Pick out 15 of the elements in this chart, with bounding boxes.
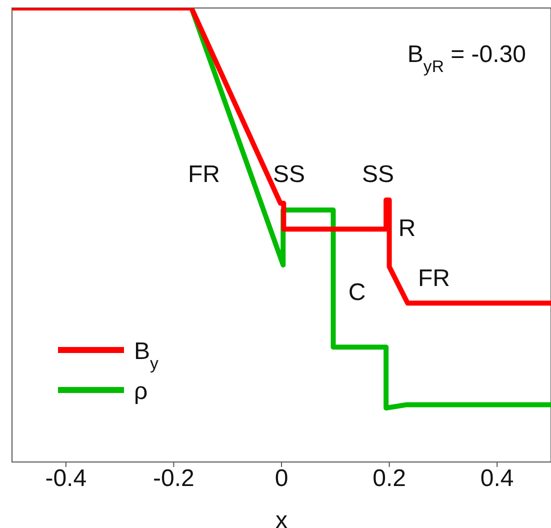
x-tick-label: 0.2 [372,465,406,492]
annotation: FR [418,265,450,292]
x-axis-title: x [276,507,288,528]
annotation: B$_{yR}$ = -0.30 [407,41,526,76]
x-tick-label: -0.4 [45,465,87,492]
annotation: R [398,215,416,242]
x-tick-label: -0.2 [153,465,194,492]
legend-label: B$_{y}$ [134,338,160,372]
legend-label: ρ [134,378,148,405]
x-tick-label: 0.4 [480,465,514,492]
annotation: SS [362,161,394,188]
annotation: SS [272,161,306,188]
annotation: C [348,279,366,306]
annotation: FR [188,161,220,188]
x-tick-label: 0 [274,465,288,492]
